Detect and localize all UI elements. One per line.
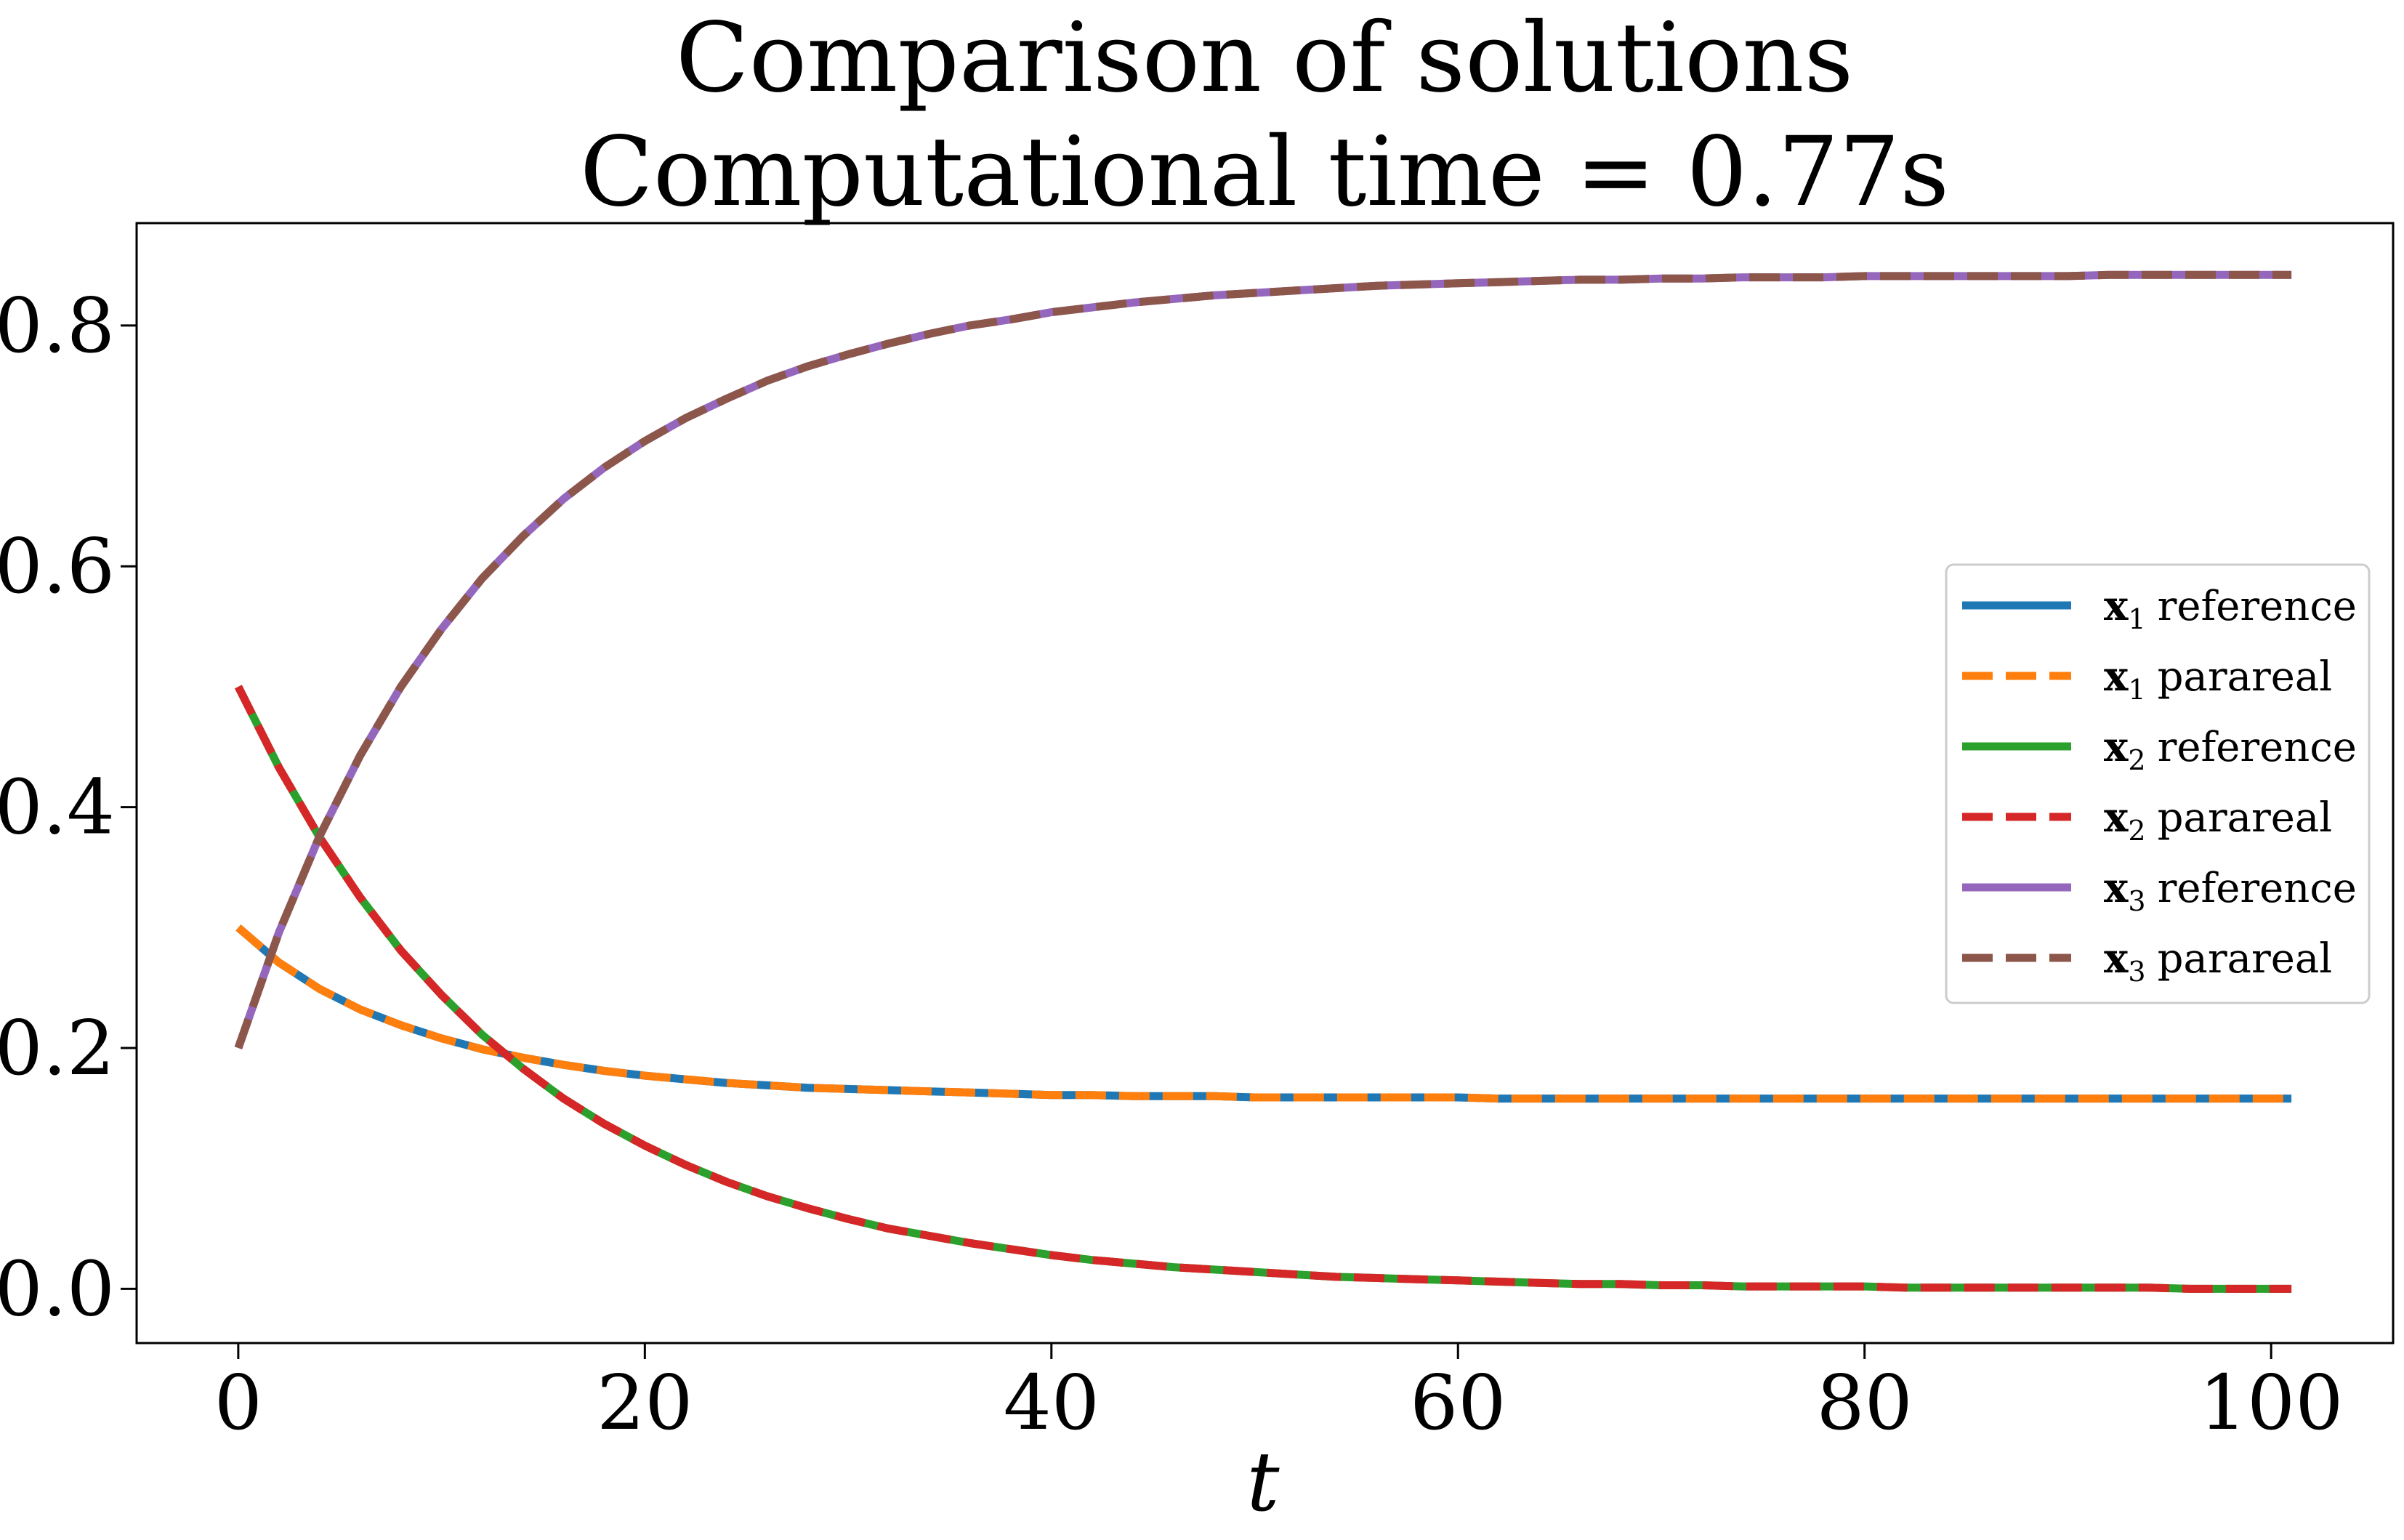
legend-subscript: 2 <box>2128 744 2145 776</box>
legend-subscript: 2 <box>2128 815 2145 847</box>
y-tick-label: 0.6 <box>0 522 115 610</box>
legend-variable: x <box>2104 794 2129 842</box>
legend-subscript: 1 <box>2128 674 2145 706</box>
legend-subscript: 3 <box>2128 885 2145 917</box>
legend-description: reference <box>2158 583 2357 630</box>
legend-description: parareal <box>2158 935 2333 983</box>
legend-variable: x <box>2104 582 2129 630</box>
x-tick-label: 40 <box>1004 1358 1100 1447</box>
y-tick-label: 0.8 <box>0 281 115 370</box>
legend-entry-label: x1 parareal <box>2104 653 2332 706</box>
legend-entry-label: x3 reference <box>2104 864 2357 917</box>
x-tick-label: 0 <box>214 1358 262 1447</box>
legend-variable: x <box>2104 723 2129 771</box>
legend-variable: x <box>2104 935 2129 983</box>
plot-frame <box>135 222 2395 1345</box>
legend-entry-label: x3 parareal <box>2104 935 2332 988</box>
y-tick-label: 0.2 <box>0 1004 115 1092</box>
x-tick-label: 20 <box>597 1358 693 1447</box>
series-line-x3-parareal <box>234 270 2292 1049</box>
y-tick-label: 0.4 <box>0 763 115 852</box>
legend-entry-label: x2 parareal <box>2104 794 2332 847</box>
legend-subscript: 1 <box>2128 603 2145 635</box>
x-axis: 0 20 40 60 80 100 <box>214 1343 2344 1447</box>
series-line-x2-parareal <box>234 685 2292 1293</box>
legend-variable: x <box>2104 653 2129 701</box>
chart-title: Comparison of solutions <box>676 2 1854 114</box>
legend-entry-label: x1 reference <box>2104 582 2357 635</box>
legend-description: reference <box>2158 865 2357 912</box>
legend-description: parareal <box>2158 794 2333 842</box>
legend-variable: x <box>2104 864 2129 912</box>
series-layer <box>234 270 2292 1293</box>
legend-description: reference <box>2158 724 2357 771</box>
series-line-x1-parareal <box>235 924 2292 1103</box>
x-axis-label: t <box>1246 1435 1280 1530</box>
chart-subtitle: Computational time = 0.77s <box>580 116 1949 228</box>
x-tick-label: 60 <box>1410 1358 1506 1447</box>
x-tick-label: 100 <box>2199 1358 2344 1447</box>
legend-description: parareal <box>2158 653 2333 701</box>
legend-subscript: 3 <box>2128 956 2145 988</box>
y-tick-label: 0.0 <box>0 1244 115 1333</box>
y-axis: 0.0 0.2 0.4 0.6 0.8 <box>0 281 137 1333</box>
legend-entry-label: x2 reference <box>2104 723 2357 776</box>
x-tick-label: 80 <box>1817 1358 1913 1447</box>
